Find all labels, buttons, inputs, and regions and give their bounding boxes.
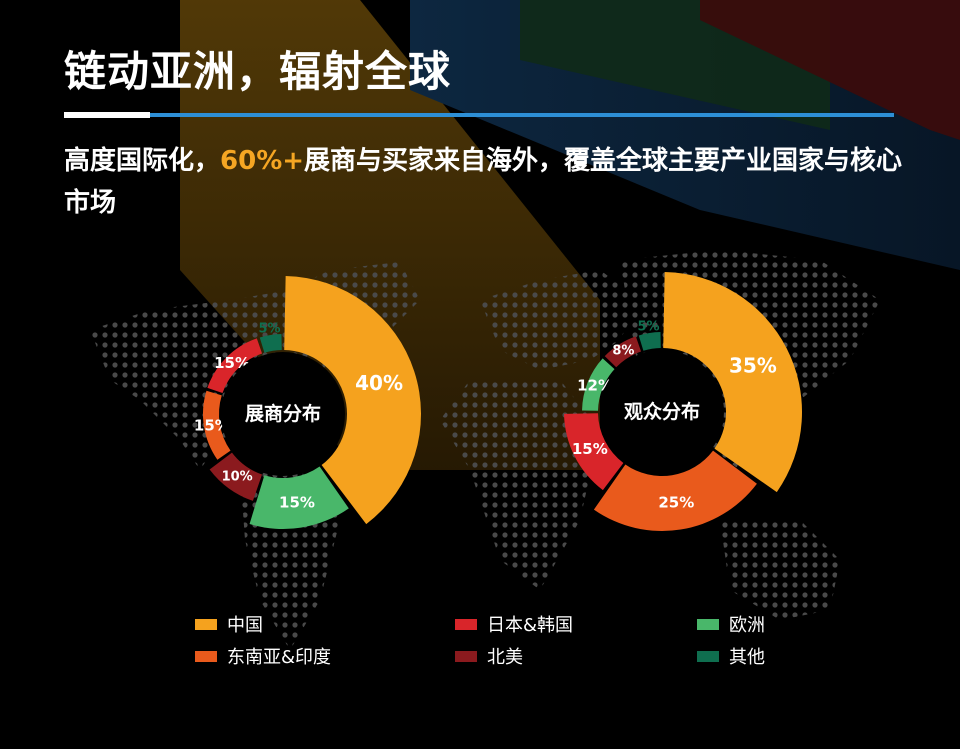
visitor-donut-chart: 35% 25% 15% 12% 8% 5% 观众分布 xyxy=(564,272,803,532)
legend-label: 欧洲 xyxy=(729,615,765,636)
donut-data-label: 10% xyxy=(222,470,253,485)
donut-data-label: 25% xyxy=(658,493,694,511)
legend-item: 中国 xyxy=(195,612,263,636)
donut-data-label: 5% xyxy=(259,322,281,337)
donut-slice-6 xyxy=(638,332,661,351)
legend-swatch xyxy=(195,618,217,630)
donut-data-label: 15% xyxy=(214,354,250,372)
donut-slice-3 xyxy=(209,452,263,501)
red-band xyxy=(700,0,960,140)
subtitle-text-pre: 高度国际化， xyxy=(64,146,221,176)
donut-center-title: 展商分布 xyxy=(245,402,321,425)
legend-item: 欧洲 xyxy=(697,612,765,636)
legend-swatch xyxy=(697,650,719,662)
donut-data-label: 8% xyxy=(612,344,634,359)
donut-slice-1 xyxy=(284,276,422,525)
donut-slice-3 xyxy=(564,413,624,491)
title-underline-accent xyxy=(64,112,150,118)
legend-label: 东南亚&印度 xyxy=(227,647,332,668)
donut-data-label: 15% xyxy=(194,416,230,434)
donut-slice-4 xyxy=(582,358,615,411)
legend-label: 中国 xyxy=(227,615,263,636)
legend-item: 日本&韩国 xyxy=(455,612,573,636)
donut-data-label: 5% xyxy=(638,320,660,335)
donut-slice-2 xyxy=(593,450,757,532)
legend-label: 日本&韩国 xyxy=(487,615,574,636)
legend-swatch xyxy=(455,650,477,662)
donut-slice-5 xyxy=(604,336,642,368)
donut-data-label: 35% xyxy=(729,354,777,378)
exhibitor-donut-chart: 40% 15% 10% 15% 15% 5% 展商分布 xyxy=(194,276,422,529)
donut-data-label: 15% xyxy=(572,440,608,458)
legend-swatch xyxy=(195,650,217,662)
donut-slice-4 xyxy=(202,390,231,460)
donut-slice-5 xyxy=(207,338,263,394)
title-underline xyxy=(64,113,894,117)
donut-center xyxy=(221,352,345,476)
donut-data-label: 15% xyxy=(279,493,315,511)
subtitle-text-post: 展商与买家来自海外，覆盖全球主要产业国家与核心市场 xyxy=(64,146,903,218)
donut-data-label: 40% xyxy=(355,371,403,395)
donut-slice-2 xyxy=(249,466,349,529)
page-subtitle: 高度国际化，60%+展商与买家来自海外，覆盖全球主要产业国家与核心市场 xyxy=(64,140,924,224)
legend-item: 北美 xyxy=(455,644,523,668)
legend-label: 北美 xyxy=(487,647,523,668)
donut-data-label: 12% xyxy=(577,376,613,394)
page-title: 链动亚洲，辐射全球 xyxy=(64,47,452,96)
legend-label: 其他 xyxy=(729,647,765,668)
legend-swatch xyxy=(697,618,719,630)
donut-center xyxy=(600,350,724,474)
legend-item: 东南亚&印度 xyxy=(195,644,331,668)
donut-slice-1 xyxy=(663,272,803,493)
donut-center-title: 观众分布 xyxy=(624,400,700,423)
legend-swatch xyxy=(455,618,477,630)
donut-slice-6 xyxy=(259,334,282,353)
legend-item: 其他 xyxy=(697,644,765,668)
subtitle-highlight: 60%+ xyxy=(220,146,305,176)
